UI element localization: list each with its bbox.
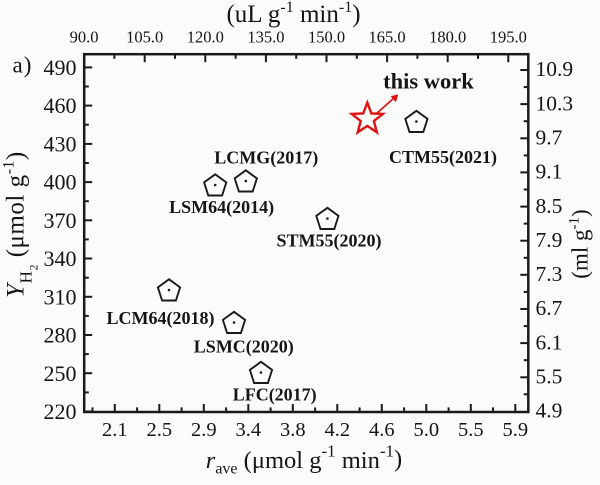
svg-text:2.1: 2.1 bbox=[102, 419, 128, 441]
svg-text:120.0: 120.0 bbox=[187, 28, 224, 47]
svg-text:105.0: 105.0 bbox=[126, 28, 163, 47]
svg-text:LCM64(2018): LCM64(2018) bbox=[107, 308, 215, 329]
svg-text:6.1: 6.1 bbox=[536, 330, 563, 354]
svg-text:195.0: 195.0 bbox=[490, 28, 527, 47]
svg-text:4.2: 4.2 bbox=[324, 419, 350, 441]
svg-text:9.1: 9.1 bbox=[536, 160, 563, 184]
svg-text:3.8: 3.8 bbox=[280, 419, 306, 441]
svg-text:5.5: 5.5 bbox=[458, 419, 484, 441]
svg-text:10.9: 10.9 bbox=[536, 57, 574, 81]
svg-text:460: 460 bbox=[44, 93, 77, 118]
svg-text:340: 340 bbox=[44, 246, 77, 271]
svg-text:CTM55(2021): CTM55(2021) bbox=[389, 147, 497, 168]
svg-text:7.9: 7.9 bbox=[536, 228, 563, 252]
svg-text:2.5: 2.5 bbox=[146, 419, 172, 441]
svg-text:rave (μmol g-1 min-1): rave (μmol g-1 min-1) bbox=[206, 442, 402, 478]
svg-text:YH2 (μmol g-1): YH2 (μmol g-1) bbox=[1, 151, 41, 297]
svg-text:400: 400 bbox=[44, 170, 77, 195]
svg-text:165.0: 165.0 bbox=[369, 28, 406, 47]
svg-text:2.9: 2.9 bbox=[191, 419, 217, 441]
svg-text:90.0: 90.0 bbox=[70, 28, 99, 47]
svg-text:5.9: 5.9 bbox=[502, 419, 528, 441]
svg-text:370: 370 bbox=[44, 208, 77, 233]
svg-text:STM55(2020): STM55(2020) bbox=[277, 231, 382, 252]
svg-text:LCMG(2017): LCMG(2017) bbox=[214, 148, 318, 169]
svg-text:490: 490 bbox=[44, 55, 77, 80]
svg-text:5.5: 5.5 bbox=[536, 365, 563, 389]
svg-text:10.3: 10.3 bbox=[536, 91, 574, 115]
svg-text:6.7: 6.7 bbox=[536, 296, 563, 320]
svg-text:280: 280 bbox=[44, 323, 77, 348]
svg-text:5.0: 5.0 bbox=[413, 419, 439, 441]
svg-text:310: 310 bbox=[44, 284, 77, 309]
svg-text:LSMC(2020): LSMC(2020) bbox=[194, 337, 294, 358]
svg-text:3.4: 3.4 bbox=[235, 419, 261, 441]
svg-text:150.0: 150.0 bbox=[308, 28, 345, 47]
svg-text:7.3: 7.3 bbox=[536, 262, 563, 286]
svg-text:9.7: 9.7 bbox=[536, 126, 563, 150]
svg-text:180.0: 180.0 bbox=[429, 28, 466, 47]
svg-text:135.0: 135.0 bbox=[247, 28, 284, 47]
svg-text:250: 250 bbox=[44, 361, 77, 386]
svg-text:4.9: 4.9 bbox=[536, 399, 563, 423]
svg-text:a): a) bbox=[13, 53, 33, 78]
svg-text:this work: this work bbox=[383, 69, 474, 94]
svg-text:220: 220 bbox=[44, 399, 77, 424]
svg-text:4.6: 4.6 bbox=[369, 419, 395, 441]
svg-text:LSM64(2014): LSM64(2014) bbox=[169, 197, 274, 218]
svg-text:LFC(2017): LFC(2017) bbox=[233, 385, 317, 406]
svg-text:430: 430 bbox=[44, 132, 77, 157]
svg-text:(uL g-1 min-1): (uL g-1 min-1) bbox=[226, 0, 360, 28]
svg-text:8.5: 8.5 bbox=[536, 194, 563, 218]
